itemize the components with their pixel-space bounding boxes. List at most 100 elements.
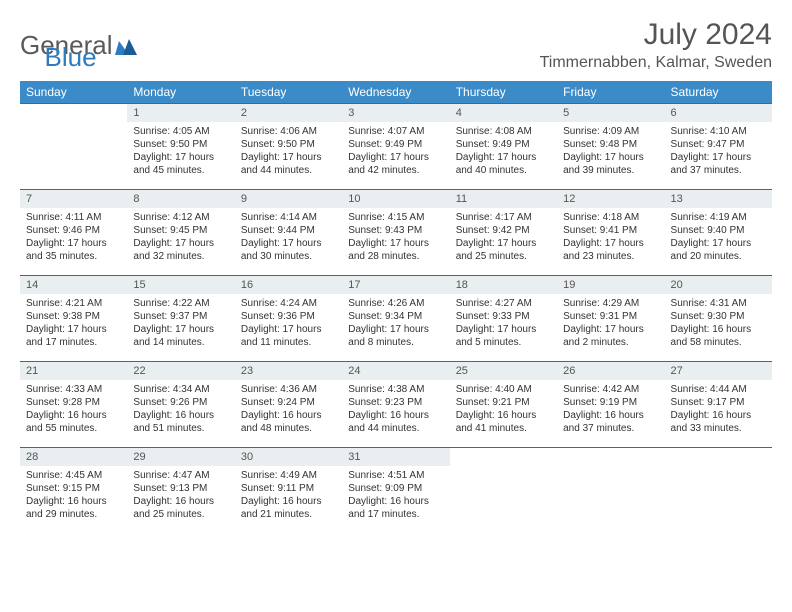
sunrise-text: Sunrise: 4:33 AM — [26, 383, 121, 396]
day-number: 27 — [665, 362, 772, 380]
day-info: Sunrise: 4:44 AMSunset: 9:17 PMDaylight:… — [665, 380, 772, 437]
sunrise-text: Sunrise: 4:49 AM — [241, 469, 336, 482]
sunrise-text: Sunrise: 4:07 AM — [348, 125, 443, 138]
day-info: Sunrise: 4:11 AMSunset: 9:46 PMDaylight:… — [20, 208, 127, 265]
sunrise-text: Sunrise: 4:51 AM — [348, 469, 443, 482]
page-header: General Blue July 2024 Timmernabben, Kal… — [20, 18, 772, 73]
daylight-text: Daylight: 17 hours and 42 minutes. — [348, 151, 443, 177]
sunset-text: Sunset: 9:48 PM — [563, 138, 658, 151]
day-number: 4 — [450, 104, 557, 122]
day-info: Sunrise: 4:33 AMSunset: 9:28 PMDaylight:… — [20, 380, 127, 437]
title-block: July 2024 Timmernabben, Kalmar, Sweden — [540, 18, 772, 72]
sunrise-text: Sunrise: 4:11 AM — [26, 211, 121, 224]
calendar-day-cell — [557, 448, 664, 534]
day-info: Sunrise: 4:31 AMSunset: 9:30 PMDaylight:… — [665, 294, 772, 351]
day-info: Sunrise: 4:19 AMSunset: 9:40 PMDaylight:… — [665, 208, 772, 265]
day-number: 29 — [127, 448, 234, 466]
day-number: 20 — [665, 276, 772, 294]
calendar-day-cell: 25Sunrise: 4:40 AMSunset: 9:21 PMDayligh… — [450, 362, 557, 448]
sunset-text: Sunset: 9:26 PM — [133, 396, 228, 409]
sunset-text: Sunset: 9:33 PM — [456, 310, 551, 323]
calendar-day-cell: 23Sunrise: 4:36 AMSunset: 9:24 PMDayligh… — [235, 362, 342, 448]
sunset-text: Sunset: 9:42 PM — [456, 224, 551, 237]
daylight-text: Daylight: 16 hours and 29 minutes. — [26, 495, 121, 521]
sunset-text: Sunset: 9:31 PM — [563, 310, 658, 323]
sunset-text: Sunset: 9:43 PM — [348, 224, 443, 237]
daylight-text: Daylight: 17 hours and 44 minutes. — [241, 151, 336, 177]
sunset-text: Sunset: 9:50 PM — [133, 138, 228, 151]
sunrise-text: Sunrise: 4:29 AM — [563, 297, 658, 310]
day-number: 10 — [342, 190, 449, 208]
weekday-header: Sunday — [20, 81, 127, 104]
sunset-text: Sunset: 9:40 PM — [671, 224, 766, 237]
calendar-week-row: 28Sunrise: 4:45 AMSunset: 9:15 PMDayligh… — [20, 448, 772, 534]
daylight-text: Daylight: 17 hours and 28 minutes. — [348, 237, 443, 263]
day-number: 19 — [557, 276, 664, 294]
day-number: 3 — [342, 104, 449, 122]
calendar-day-cell: 24Sunrise: 4:38 AMSunset: 9:23 PMDayligh… — [342, 362, 449, 448]
sunset-text: Sunset: 9:47 PM — [671, 138, 766, 151]
calendar-day-cell: 18Sunrise: 4:27 AMSunset: 9:33 PMDayligh… — [450, 276, 557, 362]
daylight-text: Daylight: 16 hours and 48 minutes. — [241, 409, 336, 435]
calendar-day-cell: 1Sunrise: 4:05 AMSunset: 9:50 PMDaylight… — [127, 104, 234, 190]
day-number: 12 — [557, 190, 664, 208]
sunrise-text: Sunrise: 4:06 AM — [241, 125, 336, 138]
sunset-text: Sunset: 9:46 PM — [26, 224, 121, 237]
sunrise-text: Sunrise: 4:40 AM — [456, 383, 551, 396]
sunset-text: Sunset: 9:24 PM — [241, 396, 336, 409]
sunset-text: Sunset: 9:28 PM — [26, 396, 121, 409]
day-info: Sunrise: 4:26 AMSunset: 9:34 PMDaylight:… — [342, 294, 449, 351]
daylight-text: Daylight: 17 hours and 35 minutes. — [26, 237, 121, 263]
daylight-text: Daylight: 17 hours and 39 minutes. — [563, 151, 658, 177]
day-number: 15 — [127, 276, 234, 294]
sunrise-text: Sunrise: 4:14 AM — [241, 211, 336, 224]
day-info: Sunrise: 4:38 AMSunset: 9:23 PMDaylight:… — [342, 380, 449, 437]
calendar-day-cell: 2Sunrise: 4:06 AMSunset: 9:50 PMDaylight… — [235, 104, 342, 190]
daylight-text: Daylight: 17 hours and 23 minutes. — [563, 237, 658, 263]
weekday-header: Thursday — [450, 81, 557, 104]
day-number: 6 — [665, 104, 772, 122]
calendar-day-cell: 9Sunrise: 4:14 AMSunset: 9:44 PMDaylight… — [235, 190, 342, 276]
sunrise-text: Sunrise: 4:27 AM — [456, 297, 551, 310]
calendar-day-cell: 10Sunrise: 4:15 AMSunset: 9:43 PMDayligh… — [342, 190, 449, 276]
calendar-day-cell: 4Sunrise: 4:08 AMSunset: 9:49 PMDaylight… — [450, 104, 557, 190]
daylight-text: Daylight: 17 hours and 5 minutes. — [456, 323, 551, 349]
day-number: 17 — [342, 276, 449, 294]
day-info: Sunrise: 4:36 AMSunset: 9:24 PMDaylight:… — [235, 380, 342, 437]
sunrise-text: Sunrise: 4:09 AM — [563, 125, 658, 138]
sunrise-text: Sunrise: 4:47 AM — [133, 469, 228, 482]
calendar-day-cell: 11Sunrise: 4:17 AMSunset: 9:42 PMDayligh… — [450, 190, 557, 276]
calendar-page: General Blue July 2024 Timmernabben, Kal… — [0, 0, 792, 544]
day-number: 30 — [235, 448, 342, 466]
day-info: Sunrise: 4:45 AMSunset: 9:15 PMDaylight:… — [20, 466, 127, 523]
daylight-text: Daylight: 17 hours and 20 minutes. — [671, 237, 766, 263]
daylight-text: Daylight: 17 hours and 2 minutes. — [563, 323, 658, 349]
sunrise-text: Sunrise: 4:42 AM — [563, 383, 658, 396]
calendar-day-cell: 3Sunrise: 4:07 AMSunset: 9:49 PMDaylight… — [342, 104, 449, 190]
day-info: Sunrise: 4:07 AMSunset: 9:49 PMDaylight:… — [342, 122, 449, 179]
sunrise-text: Sunrise: 4:17 AM — [456, 211, 551, 224]
sunrise-text: Sunrise: 4:10 AM — [671, 125, 766, 138]
daylight-text: Daylight: 17 hours and 11 minutes. — [241, 323, 336, 349]
sunset-text: Sunset: 9:45 PM — [133, 224, 228, 237]
location-label: Timmernabben, Kalmar, Sweden — [540, 54, 772, 72]
daylight-text: Daylight: 16 hours and 21 minutes. — [241, 495, 336, 521]
day-info: Sunrise: 4:21 AMSunset: 9:38 PMDaylight:… — [20, 294, 127, 351]
calendar-week-row: 14Sunrise: 4:21 AMSunset: 9:38 PMDayligh… — [20, 276, 772, 362]
day-info: Sunrise: 4:24 AMSunset: 9:36 PMDaylight:… — [235, 294, 342, 351]
day-number: 8 — [127, 190, 234, 208]
sunset-text: Sunset: 9:49 PM — [456, 138, 551, 151]
calendar-day-cell: 6Sunrise: 4:10 AMSunset: 9:47 PMDaylight… — [665, 104, 772, 190]
calendar-day-cell: 16Sunrise: 4:24 AMSunset: 9:36 PMDayligh… — [235, 276, 342, 362]
daylight-text: Daylight: 16 hours and 58 minutes. — [671, 323, 766, 349]
calendar-body: 1Sunrise: 4:05 AMSunset: 9:50 PMDaylight… — [20, 104, 772, 534]
daylight-text: Daylight: 17 hours and 40 minutes. — [456, 151, 551, 177]
daylight-text: Daylight: 16 hours and 17 minutes. — [348, 495, 443, 521]
calendar-day-cell: 31Sunrise: 4:51 AMSunset: 9:09 PMDayligh… — [342, 448, 449, 534]
day-info: Sunrise: 4:27 AMSunset: 9:33 PMDaylight:… — [450, 294, 557, 351]
weekday-header: Tuesday — [235, 81, 342, 104]
calendar-day-cell: 14Sunrise: 4:21 AMSunset: 9:38 PMDayligh… — [20, 276, 127, 362]
day-number: 5 — [557, 104, 664, 122]
calendar-day-cell: 13Sunrise: 4:19 AMSunset: 9:40 PMDayligh… — [665, 190, 772, 276]
day-info: Sunrise: 4:15 AMSunset: 9:43 PMDaylight:… — [342, 208, 449, 265]
